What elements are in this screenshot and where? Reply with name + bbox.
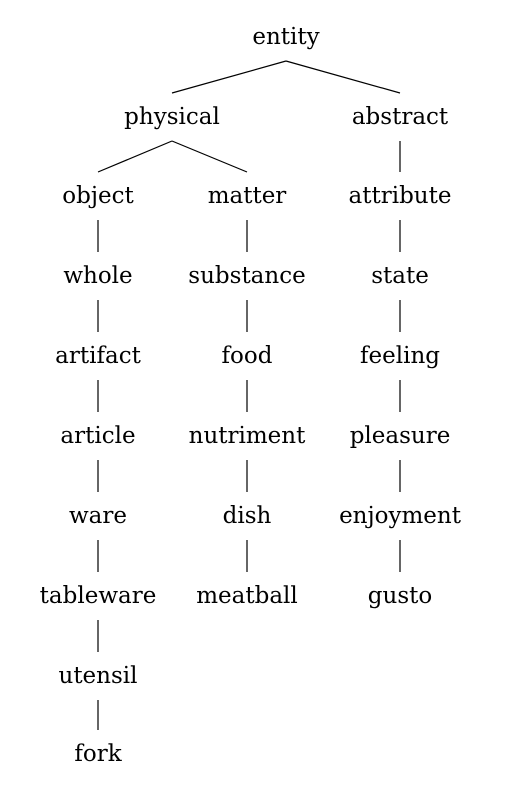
node-abstract: abstract <box>352 104 449 130</box>
node-attribute: attribute <box>349 183 452 209</box>
node-fork: fork <box>74 741 122 767</box>
node-state: state <box>371 263 429 289</box>
node-nutriment: nutriment <box>189 423 306 449</box>
node-tableware: tableware <box>40 583 157 609</box>
node-matter: matter <box>208 183 287 209</box>
node-enjoyment: enjoyment <box>339 503 462 529</box>
node-entity: entity <box>252 24 319 50</box>
node-artifact: artifact <box>55 343 141 369</box>
edge-physical-object <box>97 140 173 173</box>
tree-edges <box>97 60 401 730</box>
node-article: article <box>60 423 135 449</box>
node-ware: ware <box>69 503 127 529</box>
node-physical: physical <box>124 104 220 130</box>
node-pleasure: pleasure <box>350 423 451 449</box>
node-utensil: utensil <box>59 663 138 689</box>
tree-nodes: entity physical abstract object matter attrib… <box>40 24 462 767</box>
edge-entity-abstract <box>285 60 401 94</box>
node-feeling: feeling <box>360 343 440 369</box>
node-object: object <box>62 183 134 209</box>
node-dish: dish <box>223 503 272 529</box>
node-whole: whole <box>63 263 132 289</box>
node-gusto: gusto <box>368 583 432 609</box>
node-substance: substance <box>188 263 305 289</box>
edge-physical-matter <box>171 140 248 173</box>
node-meatball: meatball <box>196 583 298 609</box>
node-food: food <box>222 343 273 369</box>
edge-entity-physical <box>171 60 287 94</box>
